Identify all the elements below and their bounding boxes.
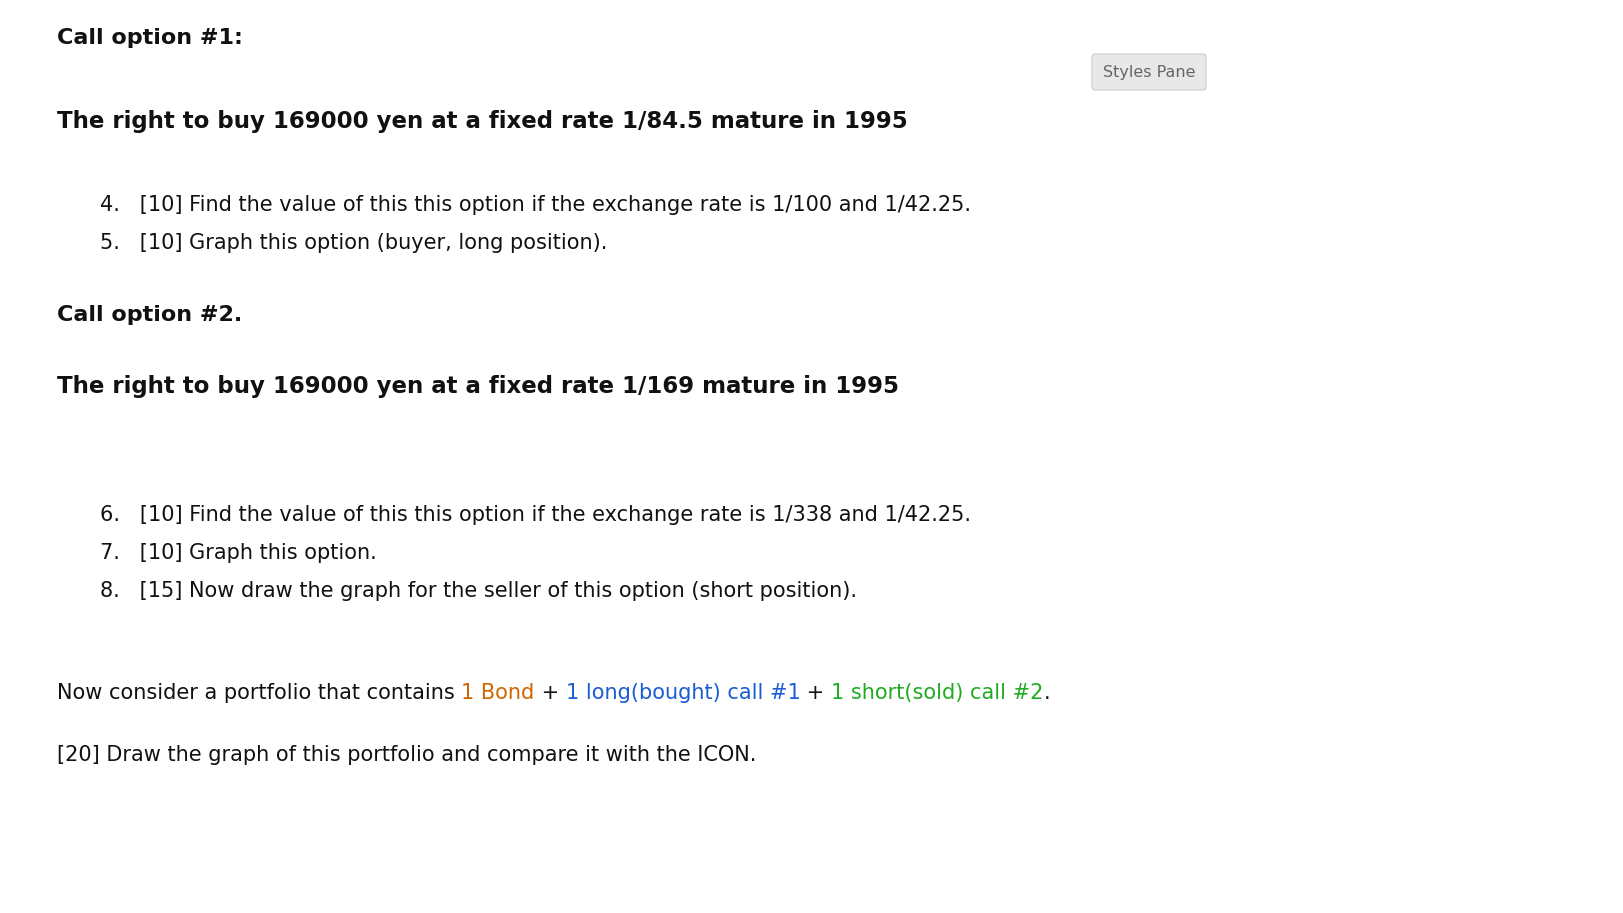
Text: 1 Bond: 1 Bond bbox=[461, 683, 534, 703]
Text: 7.   [10] Graph this option.: 7. [10] Graph this option. bbox=[101, 543, 377, 563]
Text: Styles Pane: Styles Pane bbox=[1102, 65, 1195, 79]
Text: The right to buy 169000 yen at a fixed rate 1/84.5 mature in 1995: The right to buy 169000 yen at a fixed r… bbox=[57, 110, 907, 133]
Text: Now consider a portfolio that contains: Now consider a portfolio that contains bbox=[57, 683, 461, 703]
Text: 8.   [15] Now draw the graph for the seller of this option (short position).: 8. [15] Now draw the graph for the selle… bbox=[101, 581, 857, 601]
Text: Call option #2.: Call option #2. bbox=[57, 305, 242, 325]
Text: Call option #1:: Call option #1: bbox=[57, 28, 243, 48]
Text: 4.   [10] Find the value of this this option if the exchange rate is 1/100 and 1: 4. [10] Find the value of this this opti… bbox=[101, 195, 971, 215]
Text: 5.   [10] Graph this option (buyer, long position).: 5. [10] Graph this option (buyer, long p… bbox=[101, 233, 607, 253]
Text: .: . bbox=[1044, 683, 1050, 703]
Text: +: + bbox=[800, 683, 831, 703]
Text: +: + bbox=[534, 683, 565, 703]
FancyBboxPatch shape bbox=[1091, 54, 1206, 90]
Text: 1 long(bought) call #1: 1 long(bought) call #1 bbox=[565, 683, 800, 703]
Text: 6.   [10] Find the value of this this option if the exchange rate is 1/338 and 1: 6. [10] Find the value of this this opti… bbox=[101, 505, 971, 525]
Text: 1 short(sold) call #2: 1 short(sold) call #2 bbox=[831, 683, 1044, 703]
Text: [20] Draw the graph of this portfolio and compare it with the ICON.: [20] Draw the graph of this portfolio an… bbox=[57, 745, 756, 765]
Text: The right to buy 169000 yen at a fixed rate 1/169 mature in 1995: The right to buy 169000 yen at a fixed r… bbox=[57, 375, 899, 398]
